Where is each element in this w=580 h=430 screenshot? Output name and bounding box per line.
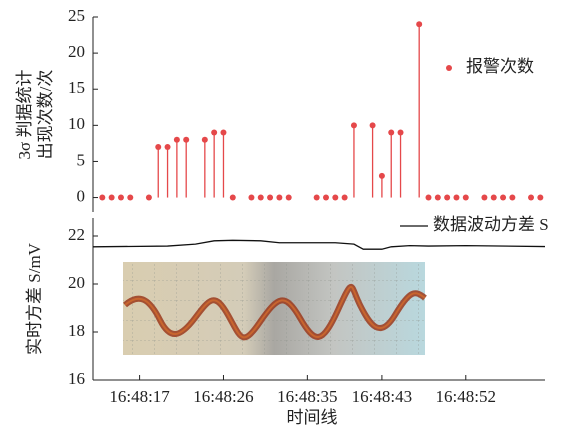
line — [92, 239, 546, 250]
x-tick-label: 16:48:52 — [436, 387, 496, 406]
x-tick-label: 16:48:26 — [193, 387, 253, 406]
stem-marker — [444, 194, 451, 201]
stem-marker — [99, 194, 106, 201]
stem-marker — [416, 21, 423, 28]
stem-marker — [164, 144, 171, 150]
x-axis-label: 时间线 — [287, 408, 338, 427]
stem-marker — [257, 194, 264, 201]
x-tick-label: 16:48:35 — [277, 387, 337, 406]
stem-marker — [211, 129, 218, 136]
stem-marker — [378, 172, 385, 179]
stem-marker — [462, 194, 469, 201]
y-tick-label: 0 — [77, 186, 86, 205]
y-tick-label: 18 — [68, 321, 85, 340]
y-tick-label: 22 — [68, 225, 85, 244]
oscilloscope-photo — [123, 262, 427, 355]
stem-marker — [397, 129, 404, 136]
stem-marker — [173, 136, 180, 143]
stem-marker — [500, 194, 507, 201]
stem-marker — [453, 194, 460, 201]
stem-marker — [127, 194, 134, 201]
stem-marker — [537, 194, 544, 201]
y-tick-label: 20 — [68, 273, 85, 292]
stem-marker — [490, 194, 497, 201]
stem-marker — [248, 194, 255, 201]
stem-marker — [369, 122, 376, 129]
y-tick-label: 16 — [68, 369, 85, 388]
stem-marker — [183, 136, 190, 143]
x-tick-label: 16:48:17 — [109, 387, 170, 406]
stem-marker — [350, 122, 357, 129]
y-axis-label: 3σ 判据统计 — [15, 70, 34, 160]
legend-marker — [446, 65, 452, 71]
stem-marker — [145, 194, 152, 201]
stem-marker — [201, 136, 208, 143]
y-tick-label: 10 — [68, 114, 85, 133]
stem-marker — [220, 129, 227, 136]
stem-marker — [332, 194, 339, 201]
x-tick-label: 16:48:43 — [352, 387, 412, 406]
stem-marker — [528, 194, 535, 201]
stem-marker — [267, 194, 274, 201]
stem-marker — [509, 194, 516, 201]
stem-marker — [117, 194, 124, 201]
stem-marker — [322, 194, 329, 201]
legend-label: 报警次数 — [466, 57, 534, 76]
stem-marker — [229, 194, 236, 201]
stem-marker — [388, 129, 395, 136]
y-axis-label: 实时方差 S/mV — [25, 242, 44, 355]
stem-marker — [276, 194, 283, 201]
legend-label: 数据波动方差 S — [433, 215, 549, 234]
stem-marker — [425, 194, 432, 201]
stem-marker — [155, 144, 162, 150]
y-tick-label: 25 — [68, 6, 85, 25]
stem-marker — [313, 194, 320, 201]
y-tick-label: 15 — [68, 78, 85, 97]
stem-marker — [285, 194, 292, 201]
y-axis-label: 出现次数/次 — [36, 70, 55, 160]
stem-marker — [341, 194, 348, 201]
y-tick-label: 20 — [68, 42, 85, 61]
stem-marker — [434, 194, 441, 201]
stem-marker — [108, 194, 115, 201]
stem-marker — [481, 194, 488, 201]
y-tick-label: 5 — [77, 150, 86, 169]
